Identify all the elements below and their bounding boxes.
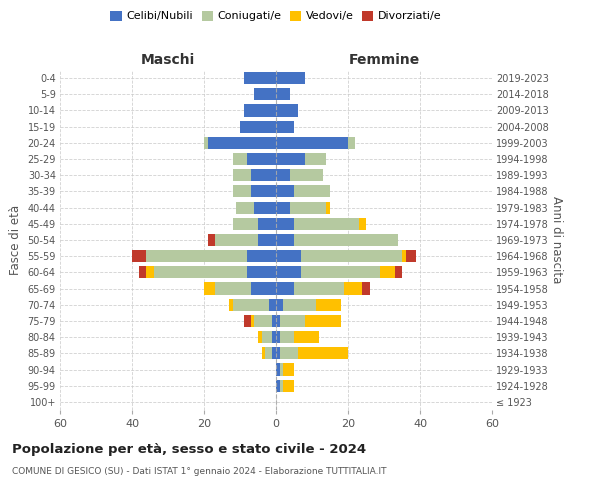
- Bar: [247, 250, 276, 262]
- Bar: [272, 315, 276, 327]
- Bar: [290, 202, 326, 213]
- Bar: [280, 364, 283, 376]
- Bar: [395, 266, 402, 278]
- Bar: [276, 298, 283, 311]
- Bar: [244, 104, 276, 117]
- Bar: [233, 153, 247, 165]
- Bar: [204, 282, 215, 294]
- Bar: [276, 186, 294, 198]
- Bar: [276, 202, 290, 213]
- Bar: [359, 218, 366, 230]
- Bar: [244, 315, 251, 327]
- Bar: [276, 88, 290, 101]
- Bar: [139, 266, 146, 278]
- Bar: [305, 315, 341, 327]
- Bar: [208, 234, 215, 246]
- Bar: [272, 331, 276, 343]
- Bar: [233, 218, 258, 230]
- Bar: [294, 218, 359, 230]
- Bar: [251, 186, 276, 198]
- Bar: [265, 348, 272, 360]
- Bar: [262, 348, 265, 360]
- Bar: [276, 104, 298, 117]
- Bar: [215, 234, 258, 246]
- Bar: [380, 266, 395, 278]
- Bar: [283, 364, 294, 376]
- Bar: [276, 348, 280, 360]
- Bar: [316, 298, 341, 311]
- Bar: [294, 331, 319, 343]
- Bar: [236, 202, 254, 213]
- Bar: [280, 348, 298, 360]
- Text: Popolazione per età, sesso e stato civile - 2024: Popolazione per età, sesso e stato civil…: [12, 442, 366, 456]
- Bar: [406, 250, 416, 262]
- Bar: [254, 202, 276, 213]
- Bar: [132, 250, 146, 262]
- Bar: [276, 218, 294, 230]
- Bar: [254, 315, 272, 327]
- Bar: [294, 282, 344, 294]
- Bar: [258, 234, 276, 246]
- Bar: [348, 137, 355, 149]
- Bar: [276, 364, 280, 376]
- Bar: [240, 120, 276, 132]
- Bar: [244, 72, 276, 84]
- Bar: [276, 282, 294, 294]
- Y-axis label: Fasce di età: Fasce di età: [9, 205, 22, 275]
- Bar: [344, 282, 362, 294]
- Bar: [146, 266, 154, 278]
- Bar: [280, 380, 283, 392]
- Bar: [258, 218, 276, 230]
- Bar: [276, 169, 290, 181]
- Bar: [283, 298, 316, 311]
- Bar: [362, 282, 370, 294]
- Bar: [251, 282, 276, 294]
- Bar: [283, 380, 294, 392]
- Bar: [254, 88, 276, 101]
- Bar: [276, 120, 294, 132]
- Bar: [276, 137, 348, 149]
- Bar: [301, 266, 380, 278]
- Bar: [233, 298, 269, 311]
- Bar: [247, 153, 276, 165]
- Bar: [276, 331, 280, 343]
- Bar: [262, 331, 272, 343]
- Bar: [215, 282, 251, 294]
- Bar: [204, 137, 208, 149]
- Bar: [294, 186, 330, 198]
- Bar: [233, 169, 251, 181]
- Bar: [208, 137, 276, 149]
- Bar: [280, 315, 305, 327]
- Bar: [280, 331, 294, 343]
- Bar: [229, 298, 233, 311]
- Bar: [276, 72, 305, 84]
- Bar: [146, 250, 247, 262]
- Bar: [402, 250, 406, 262]
- Bar: [276, 266, 301, 278]
- Bar: [251, 169, 276, 181]
- Bar: [272, 348, 276, 360]
- Bar: [154, 266, 247, 278]
- Bar: [276, 234, 294, 246]
- Bar: [269, 298, 276, 311]
- Bar: [251, 315, 254, 327]
- Bar: [276, 315, 280, 327]
- Bar: [305, 153, 326, 165]
- Bar: [258, 331, 262, 343]
- Y-axis label: Anni di nascita: Anni di nascita: [550, 196, 563, 284]
- Text: Maschi: Maschi: [141, 53, 195, 67]
- Bar: [326, 202, 330, 213]
- Bar: [294, 234, 398, 246]
- Bar: [233, 186, 251, 198]
- Bar: [298, 348, 348, 360]
- Legend: Celibi/Nubili, Coniugati/e, Vedovi/e, Divorziati/e: Celibi/Nubili, Coniugati/e, Vedovi/e, Di…: [110, 10, 442, 22]
- Text: COMUNE DI GESICO (SU) - Dati ISTAT 1° gennaio 2024 - Elaborazione TUTTITALIA.IT: COMUNE DI GESICO (SU) - Dati ISTAT 1° ge…: [12, 468, 386, 476]
- Bar: [247, 266, 276, 278]
- Text: Femmine: Femmine: [349, 53, 419, 67]
- Bar: [276, 380, 280, 392]
- Bar: [290, 169, 323, 181]
- Bar: [276, 153, 305, 165]
- Bar: [301, 250, 402, 262]
- Bar: [276, 250, 301, 262]
